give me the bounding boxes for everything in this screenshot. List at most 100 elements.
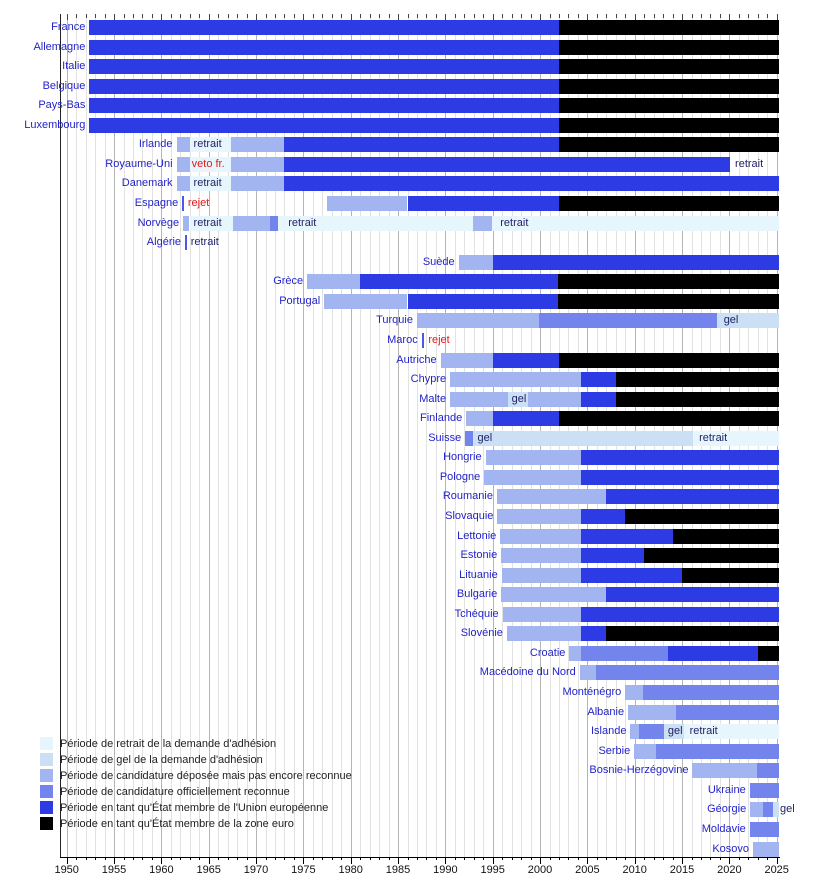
bar-segment-euro <box>558 411 779 427</box>
bar-segment-ue <box>360 274 558 290</box>
gridline <box>66 14 68 857</box>
axis-tick <box>757 856 759 860</box>
bar-segment-rec <box>539 313 718 329</box>
axis-tick <box>189 856 191 860</box>
bar-segment-gel <box>717 313 779 329</box>
top-tick <box>142 14 144 18</box>
top-tick <box>341 14 343 18</box>
country-label: Autriche <box>396 353 437 366</box>
gridline <box>237 14 239 857</box>
gridline <box>388 14 390 857</box>
country-label: Croatie <box>529 646 566 659</box>
bar-segment-ret <box>189 137 232 153</box>
country-label: Macédoine du Nord <box>479 666 576 679</box>
country-label: Tchéquie <box>454 607 499 620</box>
axis-tick-label: 2010 <box>622 863 647 876</box>
bar-segment-dep <box>176 156 190 172</box>
bar-segment-tick <box>182 196 185 212</box>
axis-tick <box>312 856 314 860</box>
bar-segment-euro <box>558 196 779 212</box>
top-tick <box>369 14 371 18</box>
gridline <box>274 14 276 857</box>
gridline <box>293 14 295 857</box>
y-axis-line <box>60 14 62 857</box>
bar-segment-ue <box>89 98 559 114</box>
top-tick <box>587 14 589 20</box>
bar-segment-tick <box>185 235 188 251</box>
top-tick <box>170 14 172 18</box>
bar-segment-dep <box>466 411 493 427</box>
gridline <box>341 14 343 857</box>
axis-tick <box>284 856 286 860</box>
country-label: Maroc <box>387 333 418 346</box>
axis-tick <box>256 856 258 864</box>
country-label: Serbie <box>598 744 631 757</box>
gridline <box>208 14 210 857</box>
axis-tick <box>767 856 769 860</box>
country-label: Allemagne <box>33 40 86 53</box>
legend-swatch-euro <box>40 817 53 830</box>
bar-segment-ue <box>581 528 673 544</box>
bar-segment-ret <box>683 724 779 740</box>
bar-segment-rec <box>676 704 779 720</box>
top-tick <box>492 14 494 20</box>
top-tick <box>634 14 636 20</box>
axis-tick <box>445 856 447 864</box>
bar-segment-gel <box>507 391 528 407</box>
country-label: Norvège <box>137 216 180 229</box>
axis-tick <box>691 856 693 860</box>
legend-swatch-gel <box>40 753 53 766</box>
bar-segment-ue <box>407 293 559 309</box>
country-label: Slovénie <box>460 627 503 640</box>
axis-tick <box>151 856 153 860</box>
country-label: Albanie <box>587 705 625 718</box>
top-tick <box>558 14 560 18</box>
bar-segment-dep <box>324 293 408 309</box>
country-label: Turquie <box>376 314 413 327</box>
axis-tick <box>379 856 381 860</box>
bar-segment-rec <box>756 763 779 779</box>
axis-tick <box>114 856 116 864</box>
axis-tick-label: 2020 <box>717 863 742 876</box>
country-label: Slovaquie <box>445 510 494 522</box>
annotation-label: retrait <box>193 177 222 190</box>
bar-segment-ue <box>492 254 779 270</box>
gridline <box>95 14 97 857</box>
bar-segment-dep <box>450 372 582 388</box>
bar-segment-ue <box>606 587 779 603</box>
bar-segment-euro <box>558 137 779 153</box>
axis-tick <box>227 856 229 860</box>
bar-segment-ue <box>89 59 559 75</box>
top-tick <box>123 14 125 18</box>
bar-segment-dep <box>506 626 581 642</box>
bar-segment-dep <box>484 469 582 485</box>
annotation-label: retrait <box>193 216 222 229</box>
legend-swatch-ue <box>40 801 53 814</box>
annotation-label: gel <box>723 314 739 327</box>
bar-segment-gel <box>772 802 779 818</box>
top-tick <box>237 14 239 18</box>
bar-segment-euro <box>558 20 779 35</box>
bar-segment-rec <box>581 645 668 661</box>
gridline <box>303 14 305 857</box>
country-label: Grèce <box>273 275 304 288</box>
bar-segment-dep <box>231 156 285 172</box>
axis-tick <box>142 856 144 860</box>
bar-segment-ue <box>89 78 559 94</box>
country-label: Suisse <box>428 431 462 444</box>
legend-label: Période en tant qu'État membre de l'Unio… <box>60 802 329 814</box>
axis-tick <box>710 856 712 860</box>
country-label: Géorgie <box>707 803 747 816</box>
axis-tick <box>663 856 665 860</box>
top-tick <box>435 14 437 18</box>
bar-segment-dep <box>496 489 607 505</box>
bar-segment-euro <box>558 117 779 133</box>
gridline <box>256 14 258 857</box>
bar-segment-dep <box>231 176 285 192</box>
top-tick <box>663 14 665 18</box>
axis-tick <box>530 856 532 860</box>
axis-tick <box>322 856 324 860</box>
axis-tick <box>170 856 172 860</box>
bar-segment-dep <box>692 763 757 779</box>
